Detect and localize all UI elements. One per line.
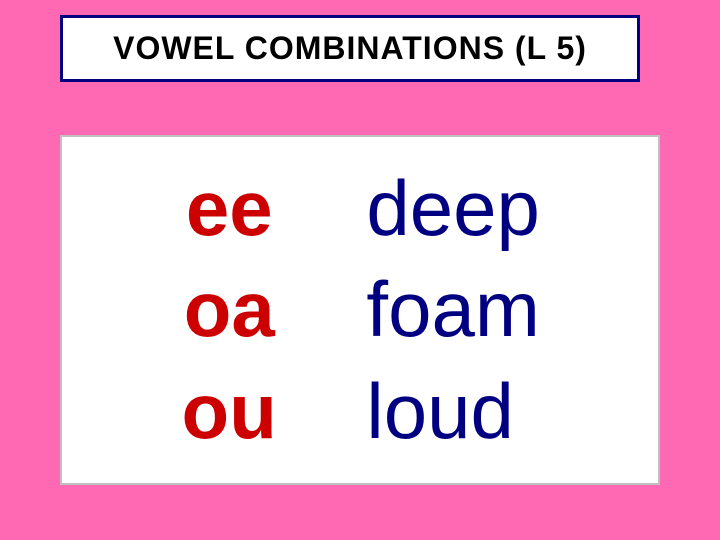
- word-column: deep foam loud: [366, 158, 658, 462]
- vowel-column: ee oa ou: [132, 158, 326, 462]
- word-item: deep: [366, 158, 658, 259]
- vowel-item: ee: [132, 158, 326, 259]
- vowel-item: oa: [132, 259, 326, 360]
- title-box: VOWEL COMBINATIONS (L 5): [60, 15, 640, 82]
- word-item: foam: [366, 259, 658, 360]
- vowel-item: ou: [132, 361, 326, 462]
- title-text: VOWEL COMBINATIONS (L 5): [83, 30, 617, 67]
- word-item: loud: [366, 361, 658, 462]
- content-box: ee oa ou deep foam loud: [60, 135, 660, 485]
